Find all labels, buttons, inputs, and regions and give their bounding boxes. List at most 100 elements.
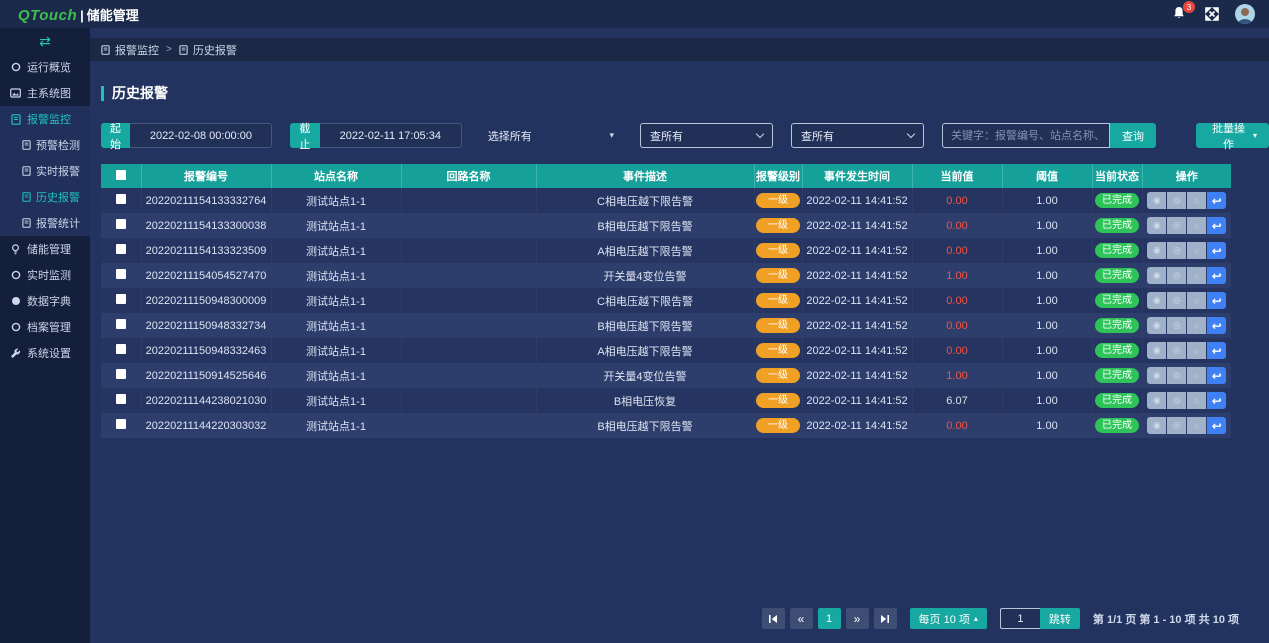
row-checkbox[interactable] <box>115 244 126 254</box>
process-action-button[interactable]: ◎ <box>1167 267 1187 284</box>
jump-page-input[interactable] <box>999 608 1040 629</box>
process-action-button[interactable]: ◎ <box>1167 317 1187 334</box>
sidebar-item-alarm-monitor[interactable]: 报警监控 <box>0 106 90 132</box>
dot-icon <box>10 296 21 307</box>
sidebar-collapse-toggle[interactable]: ⇄ <box>0 28 90 54</box>
threshold-cell: 1.00 <box>1002 188 1093 213</box>
event-description-cell: A相电压越下限告警 <box>536 238 755 263</box>
search-button[interactable]: 查询 <box>1110 123 1157 148</box>
process-action-button[interactable]: ◎ <box>1167 342 1187 359</box>
row-checkbox[interactable] <box>115 419 126 429</box>
start-date-input[interactable] <box>130 123 273 148</box>
start-date-label[interactable]: 起始 <box>101 123 131 151</box>
user-avatar[interactable] <box>1235 4 1255 24</box>
sidebar-item-system-diagram[interactable]: 主系统图 <box>0 80 90 106</box>
confirm-action-button[interactable]: ◉ <box>1147 417 1167 434</box>
restore-action-button[interactable]: ↩ <box>1207 317 1227 334</box>
row-checkbox[interactable] <box>115 194 126 204</box>
circle-icon: ◎ <box>1172 295 1181 305</box>
restore-action-button[interactable]: ↩ <box>1207 367 1227 384</box>
restore-action-button[interactable]: ↩ <box>1207 417 1227 434</box>
query-filter-dropdown-2[interactable]: 查所有 <box>791 123 925 148</box>
confirm-action-button[interactable]: ◉ <box>1147 217 1167 234</box>
close-action-button[interactable]: ○ <box>1187 367 1207 384</box>
process-action-button[interactable]: ◎ <box>1167 367 1187 384</box>
sidebar-item-data-dictionary[interactable]: 数据字典 <box>0 288 90 314</box>
breadcrumb-item-alarm-monitor[interactable]: 报警监控 <box>115 44 159 57</box>
next-page-button[interactable]: » <box>845 608 869 629</box>
sidebar-item-overview[interactable]: 运行概览 <box>0 54 90 80</box>
close-action-button[interactable]: ○ <box>1187 267 1207 284</box>
query-filter-dropdown-1[interactable]: 查所有 <box>640 123 774 148</box>
confirm-action-button[interactable]: ◉ <box>1147 342 1167 359</box>
process-action-button[interactable]: ◎ <box>1167 192 1187 209</box>
process-action-button[interactable]: ◎ <box>1167 292 1187 309</box>
event-time-cell: 2022-02-11 14:41:52 <box>802 288 913 313</box>
jump-button[interactable]: 跳转 <box>1039 608 1080 629</box>
confirm-action-button[interactable]: ◉ <box>1147 292 1167 309</box>
current-page-button[interactable]: 1 <box>817 608 841 629</box>
confirm-action-button[interactable]: ◉ <box>1147 317 1167 334</box>
close-action-button[interactable]: ○ <box>1187 242 1207 259</box>
breadcrumb-separator: > <box>166 44 172 55</box>
confirm-action-button[interactable]: ◉ <box>1147 192 1167 209</box>
header-actions: 操作 <box>1142 164 1231 188</box>
restore-action-button[interactable]: ↩ <box>1207 392 1227 409</box>
restore-action-button[interactable]: ↩ <box>1207 192 1227 209</box>
close-action-button[interactable]: ○ <box>1187 217 1207 234</box>
actions-cell: ◉ ◎ ○ ↩ <box>1142 288 1231 313</box>
circle-icon: ◎ <box>1172 320 1181 330</box>
breadcrumb-item-history-alarm[interactable]: 历史报警 <box>192 44 237 57</box>
sidebar-item-label: 储能管理 <box>27 244 71 256</box>
process-action-button[interactable]: ◎ <box>1167 392 1187 409</box>
sidebar-item-archive-management[interactable]: 档案管理 <box>0 314 90 340</box>
select-all-checkbox[interactable] <box>115 169 126 180</box>
sidebar-item-storage-management[interactable]: 储能管理 <box>0 236 90 262</box>
row-checkbox[interactable] <box>115 269 126 279</box>
restore-action-button[interactable]: ↩ <box>1207 292 1227 309</box>
restore-action-button[interactable]: ↩ <box>1207 242 1227 259</box>
restore-action-button[interactable]: ↩ <box>1207 217 1227 234</box>
end-date-input[interactable] <box>319 123 462 148</box>
process-action-button[interactable]: ◎ <box>1167 242 1187 259</box>
row-checkbox[interactable] <box>115 369 126 379</box>
confirm-action-button[interactable]: ◉ <box>1147 367 1167 384</box>
close-action-button[interactable]: ○ <box>1187 392 1207 409</box>
close-action-button[interactable]: ○ <box>1187 417 1207 434</box>
row-checkbox[interactable] <box>115 344 126 354</box>
confirm-action-button[interactable]: ◉ <box>1147 267 1167 284</box>
station-name-cell: 测试站点1-1 <box>271 413 402 438</box>
row-checkbox[interactable] <box>115 394 126 404</box>
first-page-button[interactable] <box>761 608 785 629</box>
row-checkbox[interactable] <box>115 319 126 329</box>
row-checkbox[interactable] <box>115 219 126 229</box>
sidebar-item-realtime-monitoring[interactable]: 实时监测 <box>0 262 90 288</box>
per-page-dropdown[interactable]: 每页 10 项 ▴ <box>909 608 987 629</box>
sidebar-item-warning-detection[interactable]: 预警检测 <box>0 132 90 158</box>
close-action-button[interactable]: ○ <box>1187 192 1207 209</box>
close-action-button[interactable]: ○ <box>1187 292 1207 309</box>
notifications-button[interactable]: 3 <box>1171 1 1195 23</box>
batch-operations-button[interactable]: 批量操作 ▾ <box>1196 123 1269 151</box>
keyword-search-input[interactable] <box>942 123 1111 148</box>
end-date-label[interactable]: 截止 <box>290 123 320 151</box>
restore-action-button[interactable]: ↩ <box>1207 342 1227 359</box>
last-page-button[interactable] <box>873 608 897 629</box>
previous-page-button[interactable]: « <box>789 608 813 629</box>
close-action-button[interactable]: ○ <box>1187 317 1207 334</box>
sidebar-item-history-alarm[interactable]: 历史报警 <box>0 184 90 210</box>
sidebar-item-system-settings[interactable]: 系统设置 <box>0 340 90 366</box>
process-action-button[interactable]: ◎ <box>1167 417 1187 434</box>
close-action-button[interactable]: ○ <box>1187 342 1207 359</box>
restore-action-button[interactable]: ↩ <box>1207 267 1227 284</box>
row-checkbox[interactable] <box>115 294 126 304</box>
confirm-action-button[interactable]: ◉ <box>1147 392 1167 409</box>
station-name-cell: 测试站点1-1 <box>271 313 402 338</box>
process-action-button[interactable]: ◎ <box>1167 217 1187 234</box>
header-select-all <box>101 164 142 188</box>
confirm-action-button[interactable]: ◉ <box>1147 242 1167 259</box>
sidebar-item-realtime-alarm[interactable]: 实时报警 <box>0 158 90 184</box>
fullscreen-button[interactable] <box>1205 7 1219 21</box>
select-all-dropdown[interactable]: 选择所有 ▾ <box>480 123 622 148</box>
sidebar-item-alarm-statistics[interactable]: 报警统计 <box>0 210 90 236</box>
